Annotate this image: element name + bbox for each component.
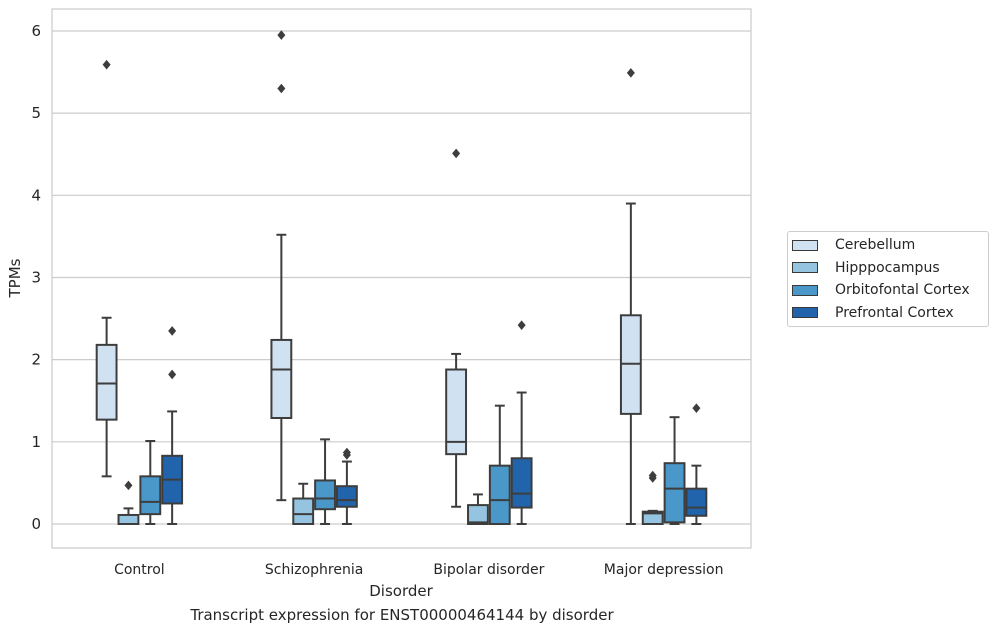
legend-swatch <box>792 239 818 251</box>
box-iqr <box>510 457 533 509</box>
outlier-point <box>168 369 177 380</box>
legend-label: Orbitofontal Cortex <box>835 282 970 298</box>
box-major-depression <box>619 68 642 525</box>
legend-label: Hipppocampus <box>835 259 940 276</box>
legend-label: Cerebellum <box>835 237 916 253</box>
legend-label: Prefrontal Cortex <box>835 304 954 321</box>
box-major-depression <box>685 403 708 525</box>
y-tick-label: 2 <box>31 351 41 369</box>
box-series-group <box>95 30 708 526</box>
box-bipolar-disorder <box>467 493 489 525</box>
box-schizophrenia <box>292 482 315 526</box>
series-cerebellum <box>95 30 642 525</box>
box-iqr <box>467 504 489 525</box>
x-tick-label: Bipolar disorder <box>433 562 544 578</box>
box-control <box>117 480 140 526</box>
box-iqr <box>335 485 358 508</box>
y-tick-label: 5 <box>31 104 41 122</box>
box-iqr <box>488 464 511 525</box>
x-tick-label: Control <box>114 562 165 578</box>
grid-lines <box>52 30 751 525</box>
box-control <box>95 59 118 478</box>
box-iqr <box>292 497 315 526</box>
outlier-point <box>626 68 635 78</box>
legend-swatch <box>792 262 818 273</box>
outlier-point <box>168 326 177 336</box>
series-hipppocampus <box>117 470 664 526</box>
box-iqr <box>663 462 686 524</box>
axis-ticks: 0 1 2 3 4 5 6 Control Schizophrenia Bipolar disor… <box>31 22 723 578</box>
series-orbitofontal-cortex <box>139 404 686 525</box>
outlier-point <box>517 320 526 330</box>
box-iqr <box>139 475 162 516</box>
legend-item: Hipppocampus <box>792 258 940 278</box>
legend-swatch <box>792 307 818 318</box>
y-axis-label: TPMs <box>6 258 24 298</box>
box-bipolar-disorder <box>488 404 511 525</box>
box-control <box>139 440 162 525</box>
y-tick-label: 3 <box>31 268 41 286</box>
outlier-point <box>102 59 111 70</box>
plot-frame <box>51 8 752 549</box>
box-schizophrenia <box>270 30 293 502</box>
y-tick-label: 6 <box>31 22 41 40</box>
legend-swatch <box>792 284 818 296</box>
box-iqr <box>641 510 664 525</box>
legend-item: Cerebellum <box>792 235 915 255</box>
box-iqr <box>314 479 336 511</box>
outlier-point <box>342 447 351 458</box>
outlier-point <box>452 148 461 159</box>
legend: Cerebellum Hipppocampus Orbitofontal Corte… <box>787 231 989 327</box>
x-axis-label: Disorder <box>369 582 433 600</box>
box-iqr <box>445 368 468 456</box>
x-tick-label: Major depression <box>604 562 724 578</box>
x-tick-label: Schizophrenia <box>265 562 363 578</box>
box-iqr <box>117 513 140 526</box>
legend-item: Prefrontal Cortex <box>792 303 954 323</box>
box-iqr <box>95 343 118 421</box>
box-schizophrenia <box>335 447 358 525</box>
box-schizophrenia <box>314 438 336 525</box>
box-iqr <box>685 487 708 517</box>
box-major-depression <box>641 470 664 525</box>
y-tick-label: 1 <box>31 433 41 451</box>
outlier-point <box>692 403 701 413</box>
box-major-depression <box>663 416 686 525</box>
box-bipolar-disorder <box>510 320 533 525</box>
legend-item: Orbitofontal Cortex <box>792 280 970 300</box>
series-prefrontal-cortex <box>161 320 708 525</box>
outlier-point <box>648 470 657 481</box>
box-iqr <box>270 338 293 420</box>
chart-caption: Transcript expression for ENST0000046414… <box>190 606 614 624</box>
y-tick-label: 4 <box>31 186 41 204</box>
outlier-point <box>124 480 133 491</box>
outlier-point <box>277 83 286 94</box>
outlier-point <box>277 30 286 40</box>
box-bipolar-disorder <box>445 148 468 508</box>
y-tick-label: 0 <box>31 515 41 533</box>
box-control <box>161 326 184 525</box>
